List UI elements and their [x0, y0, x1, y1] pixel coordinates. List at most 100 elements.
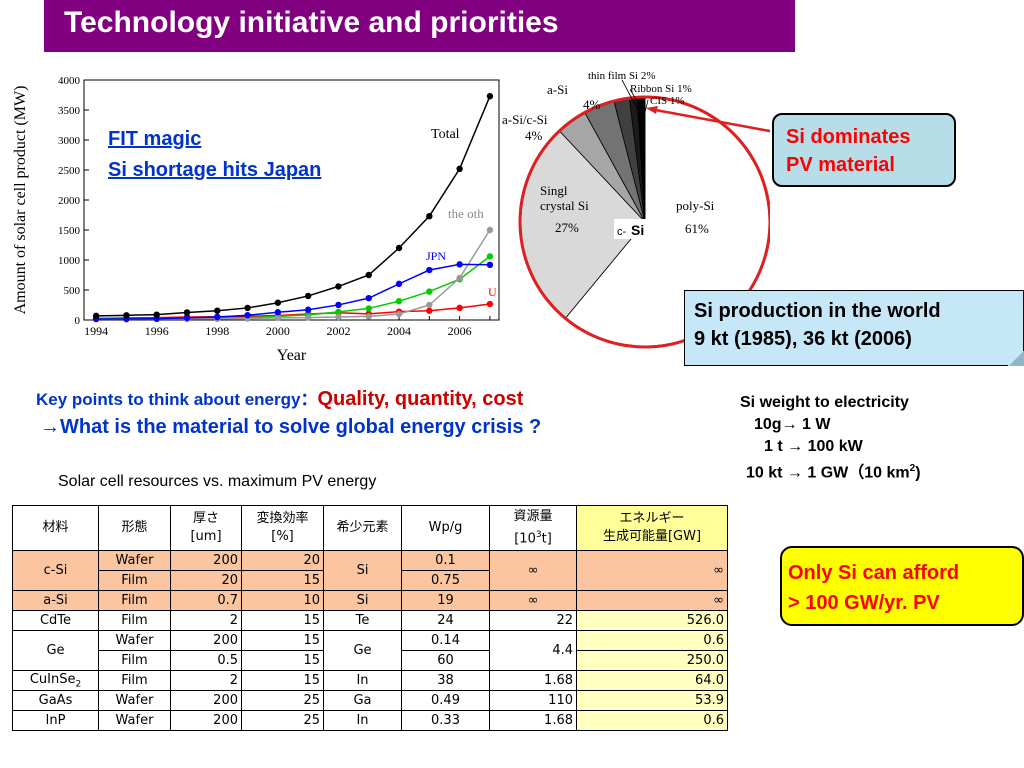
leader-thin-film — [621, 79, 640, 113]
pie-label-single-crystal: Singl — [540, 183, 568, 198]
cell-wpg: 60 — [401, 650, 490, 671]
data-point — [486, 300, 494, 308]
data-point — [214, 307, 221, 314]
pie-label-cis: CIS 1% — [650, 95, 685, 107]
data-point — [426, 301, 433, 309]
data-point — [486, 261, 494, 268]
cell-thickness: 200 — [170, 550, 242, 571]
data-point — [456, 261, 463, 268]
pie-highlight-ring — [518, 95, 770, 349]
leader-ribbon — [629, 88, 644, 113]
si-shortage-link[interactable]: Si shortage hits Japan — [108, 159, 322, 181]
fit-magic-link[interactable]: FIT magic — [108, 128, 202, 150]
cell-energy: 64.0 — [576, 670, 728, 691]
si-production-line2: 9 kt (1985), 36 kt (2006) — [694, 328, 912, 350]
cell-resource: ∞ — [489, 590, 577, 611]
cell-element: In — [323, 670, 402, 691]
cell-energy: ∞ — [576, 590, 728, 611]
table-row: GaAs Wafer 200 25 Ga 0.49 110 53.9 — [12, 690, 728, 711]
series-line — [96, 95, 491, 317]
data-point — [365, 271, 372, 279]
si-production-line1: Si production in the world — [694, 300, 941, 322]
data-point — [426, 288, 433, 295]
data-point — [486, 253, 494, 260]
table-row: Ge Wafer 200 15 Ge 0.14 4.4 0.6 — [12, 630, 728, 671]
cell-efficiency: 15 — [241, 570, 324, 591]
header-thickness: 厚さ [um] — [170, 505, 242, 551]
data-point — [153, 311, 160, 318]
data-point — [486, 93, 494, 100]
x-axis-label: Year — [277, 347, 307, 364]
y-tick-label: 0 — [75, 315, 81, 327]
cell-energy: ∞ — [576, 550, 728, 591]
slide-title: Technology initiative and priorities — [64, 6, 559, 39]
cell-wpg: 0.1 — [401, 550, 490, 571]
data-point — [304, 314, 312, 321]
cell-energy: 250.0 — [576, 650, 728, 671]
header-resource: 資源量 [103t] — [489, 505, 577, 551]
si-weight-line2: 1 t → 100 kW — [764, 438, 863, 455]
cell-form: Film — [98, 570, 171, 591]
cell-efficiency: 25 — [241, 710, 324, 731]
data-point — [365, 294, 372, 302]
header-rare-element: 希少元素 — [323, 505, 402, 551]
data-point — [214, 313, 221, 321]
only-si-line1: Only Si can afford — [788, 562, 960, 584]
cell-form: Wafer — [98, 550, 171, 571]
x-tick-label: 2006 — [448, 324, 472, 338]
csi-label-bg — [614, 219, 652, 239]
y-tick-label: 2000 — [58, 195, 81, 207]
data-point — [456, 165, 463, 172]
cell-thickness: 2 — [170, 670, 242, 691]
key-points-quality: Quality, quantity, cost — [317, 388, 524, 410]
si-weight-line3: 10 kt → 1 GW（10 km2) — [746, 463, 921, 482]
cell-form: Wafer — [98, 630, 171, 651]
data-point — [183, 314, 191, 322]
cell-resource: ∞ — [489, 550, 577, 591]
cell-resource: 1.68 — [489, 710, 577, 731]
data-point — [395, 297, 403, 305]
pie-label-ribbon: Ribbon Si 1% — [630, 83, 692, 95]
data-point — [244, 312, 251, 319]
si-weight-block: Si weight to electricity 10g→ 1 W 1 t → … — [740, 392, 921, 484]
cell-wpg: 38 — [401, 670, 490, 691]
data-point — [274, 309, 282, 316]
si-production-note: Si production in the world 9 kt (1985), … — [684, 290, 1024, 366]
cell-energy: 526.0 — [576, 610, 728, 631]
series-line — [96, 303, 491, 320]
x-tick-label: 2004 — [387, 324, 411, 338]
table-row: CdTe Film 2 15 Te 24 22 526.0 — [12, 610, 728, 631]
y-tick-label: 2500 — [58, 165, 81, 177]
production-line-chart: 0 500 1000 1500 2000 2500 3000 3500 4000 1994 1996… — [12, 75, 500, 364]
si-weight-title: Si weight to electricity — [740, 394, 909, 411]
data-point — [123, 312, 130, 319]
cell-wpg: 0.49 — [401, 690, 490, 711]
data-point — [335, 283, 342, 290]
cell-wpg: 19 — [401, 590, 490, 611]
cell-material: c-Si — [12, 550, 99, 591]
header-energy: エネルギー 生成可能量[GW] — [576, 505, 728, 551]
y-tick-label: 1500 — [58, 225, 81, 237]
pie-label-single-crystal-2: crystal Si — [540, 198, 589, 213]
data-point — [486, 226, 494, 234]
table-header-row: 材料 形態 厚さ [um] 変換効率 [%] 希少元素 Wp/g 資源量 [103t]… — [12, 505, 728, 551]
data-point — [274, 299, 282, 306]
data-point — [304, 292, 312, 300]
data-point — [426, 307, 433, 314]
cell-thickness: 200 — [170, 690, 242, 711]
y-tick-label: 500 — [64, 285, 81, 297]
cell-efficiency: 15 — [241, 670, 324, 691]
cell-efficiency: 25 — [241, 690, 324, 711]
title-bar — [44, 0, 795, 52]
cell-element: Ge — [323, 630, 402, 671]
header-material: 材料 — [12, 505, 99, 551]
cell-thickness: 200 — [170, 710, 242, 731]
x-tick-label: 2002 — [326, 324, 350, 338]
cell-thickness: 2 — [170, 610, 242, 631]
series-label-us: U — [488, 285, 497, 299]
si-dominates-callout: Si dominates PV material — [772, 113, 956, 187]
data-point — [274, 314, 282, 322]
data-point — [426, 266, 433, 274]
cell-efficiency: 15 — [241, 610, 324, 631]
cell-resource: 22 — [489, 610, 577, 631]
